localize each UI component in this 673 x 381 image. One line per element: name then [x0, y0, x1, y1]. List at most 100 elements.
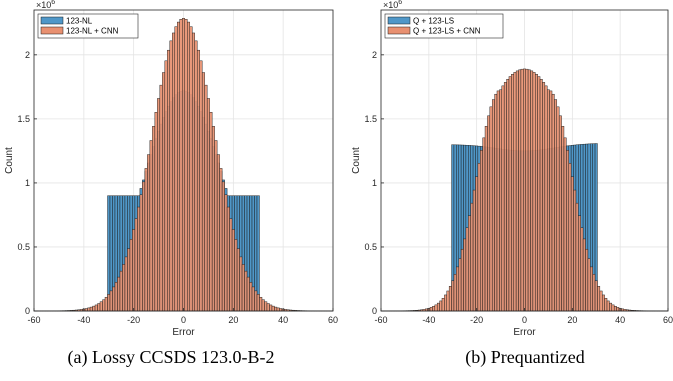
bar [261, 299, 265, 312]
bar [216, 154, 220, 312]
y-exponent-label: ×106 [36, 0, 55, 10]
bar [249, 282, 253, 312]
x-tick-label: 40 [615, 315, 625, 325]
x-tick-label: 0 [181, 315, 186, 325]
bar [511, 74, 514, 312]
bar [241, 264, 245, 312]
bar [244, 270, 248, 312]
bar [590, 266, 593, 312]
bar [489, 106, 493, 312]
bar [142, 181, 146, 312]
bar [196, 49, 200, 312]
x-tick-label: 20 [567, 315, 577, 325]
x-tick-label: -40 [77, 315, 90, 325]
bar [527, 69, 531, 312]
bar [264, 301, 268, 312]
legend-entry: Q + 123-LS + CNN [413, 27, 481, 36]
bar [499, 89, 503, 312]
bar [434, 304, 438, 312]
bar [444, 294, 447, 312]
bar [271, 305, 275, 312]
bar [97, 303, 101, 312]
bar [189, 26, 193, 312]
y-tick-label: 1 [372, 178, 377, 188]
bar [496, 90, 500, 312]
bar [616, 307, 620, 312]
y-tick-label: 1.5 [17, 114, 30, 124]
y-tick-label: 0 [372, 306, 377, 316]
bar [239, 256, 243, 312]
bar [446, 290, 450, 312]
bar [546, 89, 550, 312]
bar [199, 60, 203, 312]
bar [587, 258, 591, 312]
bar [544, 85, 548, 312]
y-axis-label: Count [351, 147, 362, 174]
bar [162, 72, 166, 312]
bar [274, 306, 278, 312]
bar [266, 303, 270, 312]
bar [219, 168, 223, 312]
bar [460, 248, 464, 312]
bar [147, 154, 151, 312]
bar [532, 72, 536, 312]
bar [573, 189, 577, 312]
bar [137, 206, 141, 312]
bar [472, 189, 476, 312]
bar [129, 239, 133, 312]
bar [520, 68, 524, 312]
bar [429, 307, 433, 312]
bar [187, 21, 190, 312]
caption-b: (b) Prequantized [465, 347, 584, 368]
bar [184, 19, 188, 312]
bar [259, 296, 263, 312]
bar [209, 112, 213, 312]
x-tick-label: -20 [127, 315, 140, 325]
bar [491, 99, 495, 312]
bar [191, 32, 195, 312]
bar [211, 126, 215, 312]
x-tick-label: -20 [470, 315, 483, 325]
y-tick-label: 0.5 [364, 242, 377, 252]
bar [254, 290, 258, 312]
bar [107, 294, 111, 312]
bar [503, 82, 507, 312]
bar [229, 218, 233, 312]
bar [477, 163, 481, 312]
bar [470, 202, 474, 312]
bar [561, 126, 565, 312]
bar [204, 84, 208, 312]
bar [563, 137, 567, 312]
legend-entry: 123-NL + CNN [66, 27, 119, 36]
bar [256, 294, 260, 312]
bar [107, 195, 111, 312]
bar [122, 264, 126, 312]
bar [578, 215, 581, 312]
bar [124, 256, 128, 312]
bar [508, 76, 512, 312]
bar [144, 168, 148, 312]
bar [164, 60, 168, 312]
bar [441, 297, 445, 312]
bar [159, 84, 163, 312]
bar [201, 72, 205, 312]
x-tick-label: -60 [374, 315, 387, 325]
bar [453, 274, 457, 312]
bar [558, 115, 562, 312]
bar [102, 299, 106, 312]
x-tick-label: 40 [278, 315, 288, 325]
bar [132, 229, 136, 312]
chart-panel-b: -60 -40 -20 0 20 40 60 0 0.5 1 1.5 2 ×106 Error Count Q… [351, 0, 673, 338]
bar [172, 32, 176, 312]
bar [432, 306, 436, 312]
bar [494, 93, 498, 312]
bar [463, 238, 467, 312]
bar [436, 302, 440, 312]
chart-panel-a: -60 -40 -20 0 20 40 60 0 0.5 1 1.5 2 ×106 Error Count 1… [4, 0, 338, 338]
bar [554, 99, 558, 312]
bar [518, 69, 522, 312]
bar [256, 195, 260, 312]
bar [94, 304, 98, 312]
